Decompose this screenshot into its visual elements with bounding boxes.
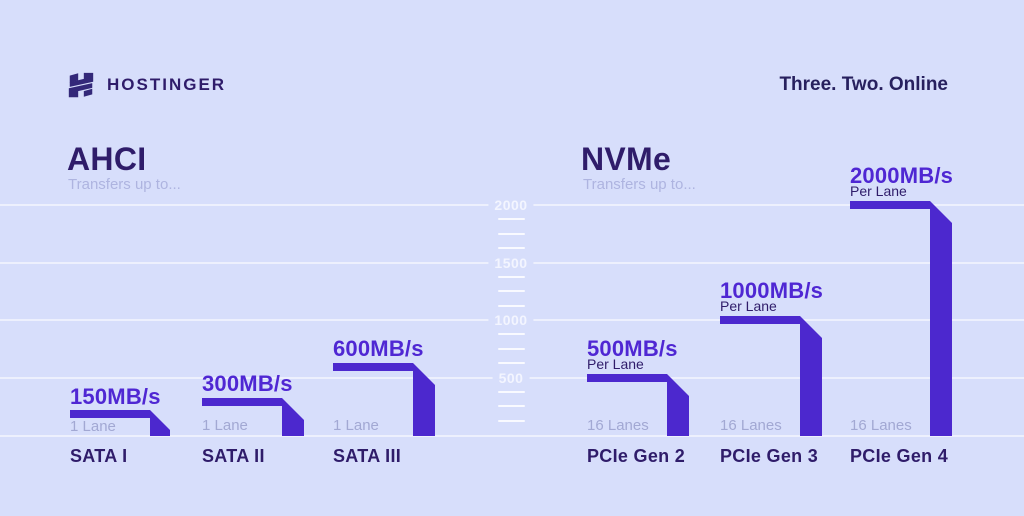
group-name-sata1: SATA I <box>70 446 128 466</box>
section-title-ahci: AHCI <box>67 141 147 177</box>
lanes-label-gen2: 16 Lanes <box>587 417 649 434</box>
axis-tick <box>498 391 525 393</box>
axis-tick <box>498 218 525 220</box>
lanes-label-sata1: 1 Lane <box>70 418 116 435</box>
axis-label-2000: 2000 <box>488 196 534 214</box>
bar-gen4 <box>850 201 952 436</box>
axis-tick <box>498 233 525 235</box>
axis-tick <box>498 420 525 422</box>
group-name-gen4: PCIe Gen 4 <box>850 446 949 466</box>
brand-tagline: Three. Two. Online <box>779 74 948 95</box>
group-name-sata2: SATA II <box>202 446 265 466</box>
group-name-gen2: PCIe Gen 2 <box>587 446 686 466</box>
lanes-label-gen4: 16 Lanes <box>850 417 912 434</box>
axis-label-1000: 1000 <box>488 311 534 329</box>
axis-tick <box>498 333 525 335</box>
axis-tick <box>498 305 525 307</box>
hostinger-logo: HOSTINGER <box>66 70 226 100</box>
speed-label-gen4: 2000MB/s <box>850 163 954 188</box>
speed-label-gen3: 1000MB/s <box>720 278 824 303</box>
speed-label-sata3: 600MB/s <box>333 336 424 361</box>
per-lane-label-gen2: Per Lane <box>587 356 644 372</box>
axis-label-500: 500 <box>492 369 530 387</box>
bar-sata2 <box>202 398 304 436</box>
axis-tick <box>498 290 525 292</box>
bar-sata3 <box>333 363 435 436</box>
brand-name: HOSTINGER <box>107 75 227 94</box>
lanes-label-sata2: 1 Lane <box>202 417 248 434</box>
per-lane-label-gen3: Per Lane <box>720 298 777 314</box>
speed-label-gen2: 500MB/s <box>587 336 678 361</box>
per-lane-label-gen4: Per Lane <box>850 183 907 199</box>
group-name-sata3: SATA III <box>333 446 402 466</box>
axis-tick <box>498 362 525 364</box>
bar-gen3 <box>720 316 822 436</box>
section-subtitle-nvme: Transfers up to... <box>583 176 696 193</box>
axis-tick <box>498 405 525 407</box>
speed-label-sata2: 300MB/s <box>202 371 293 396</box>
axis-tick <box>498 276 525 278</box>
axis-tick <box>498 348 525 350</box>
group-name-gen3: PCIe Gen 3 <box>720 446 819 466</box>
axis-tick <box>498 247 525 249</box>
axis-label-1500: 1500 <box>488 254 534 272</box>
lanes-label-sata3: 1 Lane <box>333 417 379 434</box>
hostinger-logo-icon <box>68 72 94 98</box>
speed-label-sata1: 150MB/s <box>70 384 161 409</box>
lanes-label-gen3: 16 Lanes <box>720 417 782 434</box>
gridline-baseline <box>0 435 1024 437</box>
bar-gen2 <box>587 374 689 436</box>
bar-sata1 <box>70 410 170 436</box>
section-title-nvme: NVMe <box>581 141 672 177</box>
section-subtitle-ahci: Transfers up to... <box>68 176 181 193</box>
